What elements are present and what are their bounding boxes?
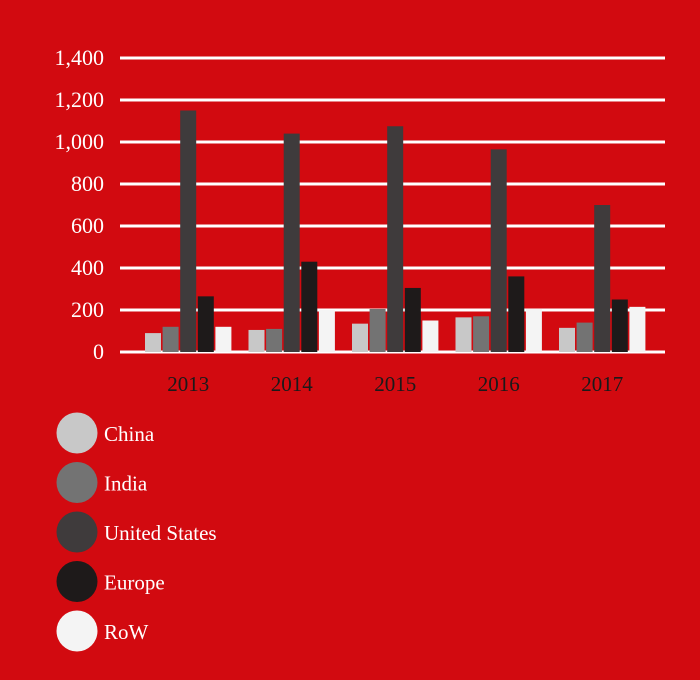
bar-united-states-2017 — [594, 205, 611, 352]
y-tick-label: 0 — [93, 339, 104, 364]
y-tick-label: 1,200 — [55, 87, 105, 112]
y-tick-label: 200 — [71, 297, 104, 322]
bar-united-states-2013 — [180, 110, 197, 352]
x-category-label: 2013 — [167, 372, 209, 396]
legend-swatch — [56, 561, 98, 602]
y-axis-tick-labels: 0 200 400 600 800 1,000 1,200 1,400 — [55, 45, 105, 364]
bar-row-2013 — [215, 326, 232, 352]
x-category-label: 2016 — [478, 372, 520, 396]
bar-europe-2013 — [197, 296, 214, 352]
bar-europe-2014 — [301, 261, 318, 352]
y-tick-label: 400 — [71, 255, 104, 280]
y-tick-label: 1,400 — [55, 45, 105, 70]
bar-india-2014 — [266, 328, 283, 352]
bar-china-2014 — [248, 329, 265, 352]
y-tick-label: 1,000 — [55, 129, 105, 154]
legend-swatch — [56, 610, 98, 652]
legend-label: Europe — [104, 571, 165, 595]
legend: China India United States Europe RoW — [56, 412, 217, 652]
bar-india-2017 — [576, 322, 593, 352]
bar-india-2015 — [369, 308, 386, 352]
bar-row-2015 — [422, 320, 439, 352]
bar-china-2013 — [145, 333, 161, 352]
bar-united-states-2015 — [387, 126, 404, 352]
x-axis-category-labels: 2013 2014 2015 2016 2017 — [167, 372, 623, 396]
legend-label: United States — [104, 521, 217, 545]
y-tick-label: 600 — [71, 213, 104, 238]
legend-label: India — [104, 472, 148, 496]
legend-swatch — [56, 511, 98, 553]
bar-row-2017 — [629, 306, 646, 352]
bar-china-2015 — [352, 323, 368, 352]
x-category-label: 2017 — [581, 372, 623, 396]
bar-row-2014 — [318, 310, 335, 352]
legend-swatch — [56, 412, 98, 454]
bar-united-states-2016 — [490, 149, 507, 352]
bar-china-2016 — [455, 317, 472, 352]
legend-label: China — [104, 422, 155, 446]
x-category-label: 2014 — [271, 372, 314, 396]
y-tick-label: 800 — [71, 171, 104, 196]
bar-china-2017 — [559, 327, 575, 352]
bars — [145, 110, 646, 352]
bar-row-2016 — [525, 308, 542, 352]
bar-europe-2015 — [404, 287, 421, 352]
legend-swatch — [56, 462, 98, 503]
legend-label: RoW — [104, 620, 149, 644]
bar-europe-2016 — [508, 276, 525, 352]
bar-united-states-2014 — [283, 133, 300, 352]
bar-india-2016 — [473, 316, 490, 352]
bar-india-2013 — [162, 326, 179, 352]
x-category-label: 2015 — [374, 372, 416, 396]
bar-europe-2017 — [611, 299, 628, 352]
